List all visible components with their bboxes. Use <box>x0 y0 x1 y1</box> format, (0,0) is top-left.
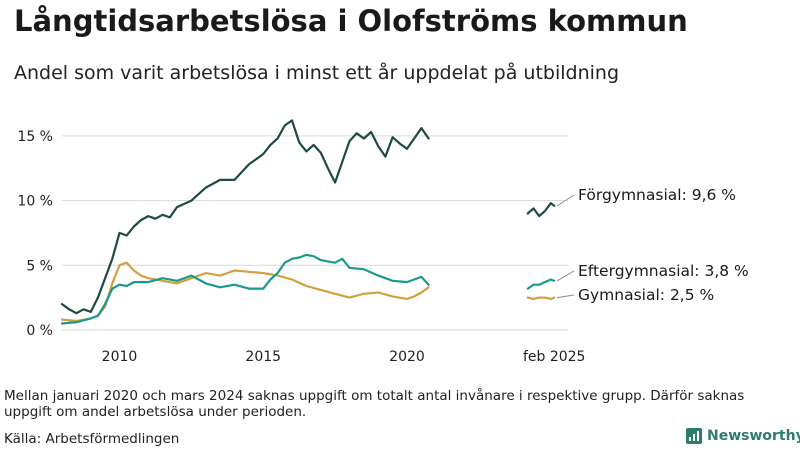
y-tick-label: 15 % <box>17 129 53 145</box>
series-line-gymnasial <box>526 296 556 300</box>
leader-line <box>556 270 575 282</box>
leader-line <box>556 194 575 207</box>
series-end-label: Förgymnasial: 9,6 % <box>578 186 736 204</box>
series-line-eftergymnasial <box>526 278 556 290</box>
x-axis-ticks: 2010 2015 2020 feb 2025 <box>102 349 586 365</box>
series-end-label: Eftergymnasial: 3,8 % <box>578 262 749 280</box>
series-line-gymnasial <box>60 261 430 322</box>
x-tick-label: 2010 <box>102 349 138 365</box>
y-tick-label: 10 % <box>17 194 53 210</box>
y-tick-label: 5 % <box>26 258 53 274</box>
series-end-label: Gymnasial: 2,5 % <box>578 286 714 304</box>
y-axis-ticks: 0 % 5 % 10 % 15 % <box>17 129 53 339</box>
line-chart: 0 % 5 % 10 % 15 % 2010 2015 2020 feb 2025 Förg… <box>17 119 749 365</box>
chart-subtitle: Andel som varit arbetslösa i minst ett å… <box>14 62 620 84</box>
y-tick-label: 0 % <box>26 323 53 339</box>
x-tick-label: feb 2025 <box>523 349 586 365</box>
leader-line <box>557 294 575 299</box>
series-line-eftergymnasial <box>60 253 430 325</box>
series-line-förgymnasial <box>526 202 556 218</box>
series-end-labels: Förgymnasial: 9,6 % Eftergymnasial: 3,8 %… <box>556 186 749 304</box>
newsworthy-logo-icon <box>686 428 702 444</box>
x-tick-label: 2020 <box>389 349 425 365</box>
grid-lines <box>62 135 568 331</box>
series-lines <box>60 119 556 325</box>
series-line-förgymnasial <box>60 119 430 315</box>
source-note: Källa: Arbetsförmedlingen <box>4 431 180 447</box>
chart-title: Långtidsarbetslösa i Olofströms kommun <box>14 4 688 38</box>
footnote: Mellan januari 2020 och mars 2024 saknas… <box>4 388 745 420</box>
x-tick-label: 2015 <box>245 349 281 365</box>
brand-name: Newsworthy <box>707 428 800 444</box>
brand-logo[interactable]: Newsworthy <box>686 428 800 444</box>
